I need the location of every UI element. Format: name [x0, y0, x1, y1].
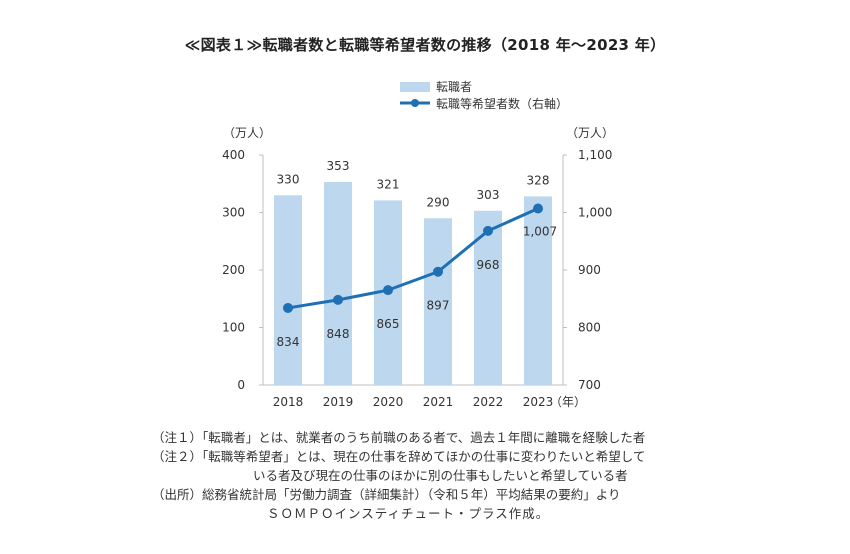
bar-2022 [474, 210, 502, 385]
right-axis-unit: （万人） [566, 126, 614, 140]
right-axis-tick-label: 1,000 [578, 206, 612, 220]
source-line-2: ＳＯＭＰＯインスティチュート・プラス作成。 [267, 506, 550, 521]
bar-label-2018: 330 [277, 172, 300, 186]
legend-line-label: 転職等希望者数（右軸） [436, 96, 568, 111]
left-axis-tick-label: 200 [222, 263, 245, 277]
left-axis-unit: （万人） [223, 126, 271, 140]
line-point-2018 [283, 302, 293, 313]
x-axis-tick-label: 2022 [473, 395, 504, 409]
chart-title: ≪図表１≫転職者数と転職等希望者数の推移（2018 年～2023 年） [184, 36, 666, 54]
legend-line-marker [411, 99, 419, 107]
note-2-line-2: いる者及び現在の仕事のほかに別の仕事もしたいと希望している者 [253, 468, 628, 483]
line-label-2022: 968 [477, 258, 500, 272]
bar-label-2021: 290 [427, 195, 450, 209]
line-point-2020 [383, 285, 393, 296]
legend-bar-swatch [400, 82, 430, 92]
bar-2021 [424, 218, 452, 385]
bar-label-2020: 321 [377, 177, 400, 191]
line-point-2021 [433, 266, 443, 277]
note-2-line-1: （注２）「転職等希望者」とは、現在の仕事を辞めてほかの仕事に変わりたいと希望して [152, 449, 646, 464]
x-axis-tick-label: 2021 [423, 395, 454, 409]
bar-2018 [274, 195, 302, 385]
line-label-2021: 897 [427, 299, 450, 313]
line-label-2020: 865 [377, 317, 400, 331]
x-axis-tick-label: 2023 [523, 395, 554, 409]
legend-bar-label: 転職者 [436, 80, 472, 94]
note-1: （注１）「転職者」とは、就業者のうち前職のある者で、過去１年間に離職を経験した者 [152, 430, 646, 445]
chart-notes: （注１）「転職者」とは、就業者のうち前職のある者で、過去１年間に離職を経験した者… [152, 428, 645, 523]
line-point-2023 [533, 203, 543, 214]
bar-label-2022: 303 [477, 188, 500, 202]
right-axis-tick-label: 800 [578, 321, 601, 335]
source-line-1: （出所）総務省統計局「労働力調査（詳細集計）（令和５年）平均結果の要約」より [152, 487, 621, 502]
bar-2023 [524, 196, 552, 385]
left-axis-tick-label: 0 [237, 378, 245, 392]
bar-label-2023: 328 [527, 173, 550, 187]
bar-2019 [324, 182, 352, 385]
line-series-path [287, 207, 539, 310]
right-axis-tick-label: 900 [578, 263, 601, 277]
x-axis-tick-label: 2019 [323, 395, 354, 409]
bar-label-2019: 353 [327, 159, 350, 173]
left-axis-tick-label: 300 [222, 206, 245, 220]
x-axis-tick-label: 2018 [273, 395, 304, 409]
line-point-2019 [333, 294, 343, 305]
left-axis-tick-label: 400 [222, 148, 245, 162]
line-point-2022 [483, 225, 493, 236]
line-label-2018: 834 [277, 335, 300, 349]
right-axis-tick-label: 700 [578, 378, 601, 392]
right-axis-tick-label: 1,100 [578, 148, 612, 162]
x-axis-unit: （年） [550, 395, 586, 409]
line-label-2023: 1,007 [523, 224, 557, 238]
line-label-2019: 848 [327, 327, 350, 341]
x-axis-tick-label: 2020 [373, 395, 404, 409]
left-axis-tick-label: 100 [222, 321, 245, 335]
